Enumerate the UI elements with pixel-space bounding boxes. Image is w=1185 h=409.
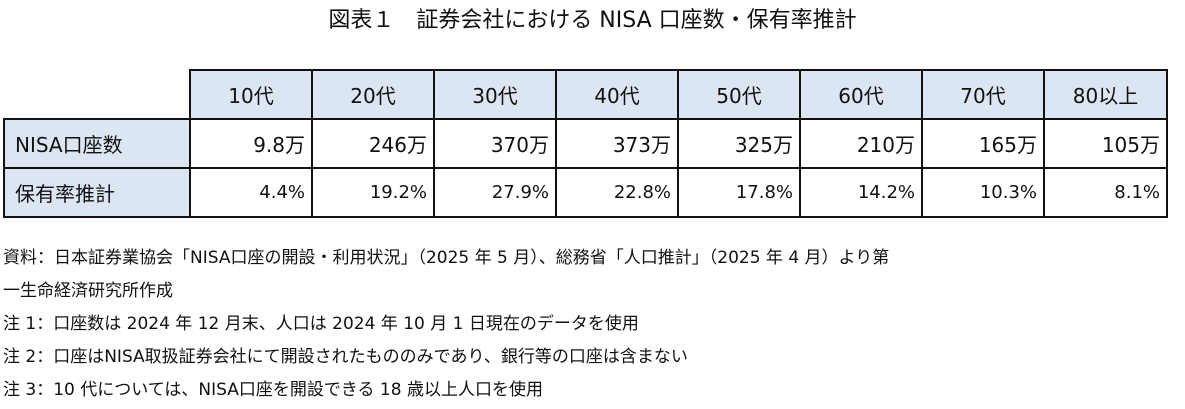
- row-header: NISA口座数: [3, 118, 191, 169]
- row-header: 保有率推計: [3, 167, 191, 218]
- table-cell: 10.3%: [921, 167, 1045, 218]
- table-cell: 9.8万: [189, 118, 313, 169]
- table-cell: 4.4%: [189, 167, 313, 218]
- column-header: 70代: [921, 69, 1045, 120]
- table-cell: 105万: [1043, 118, 1168, 169]
- table-cell: 370万: [433, 118, 557, 169]
- table-cell: 22.8%: [555, 167, 679, 218]
- table-cell: 165万: [921, 118, 1045, 169]
- footnote-2: 注 2：口座はNISA取扱証券会社にて開設されたもののみであり、銀行等の口座は含…: [3, 347, 688, 367]
- table-cell: 325万: [677, 118, 801, 169]
- table-cell: 246万: [311, 118, 435, 169]
- table-row-accounts: NISA口座数 9.8万 246万 370万 373万 325万 210万 16…: [3, 118, 1168, 169]
- column-header: 50代: [677, 69, 801, 120]
- table-row-ownership-rate: 保有率推計 4.4% 19.2% 27.9% 22.8% 17.8% 14.2%…: [3, 167, 1168, 218]
- page-title: 図表１ 証券会社における NISA 口座数・保有率推計: [328, 8, 857, 33]
- table-cell: 210万: [799, 118, 923, 169]
- table-cell: 373万: [555, 118, 679, 169]
- table-corner-cell: [4, 70, 191, 120]
- footnote-3: 注 3：10 代については、NISA口座を開設できる 18 歳以上人口を使用: [3, 380, 543, 400]
- column-header: 40代: [555, 69, 679, 120]
- source-note: 資料：日本証券業協会「NISA口座の開設・利用状況」（2025 年 5 月）、総…: [3, 248, 890, 268]
- table-cell: 17.8%: [677, 167, 801, 218]
- source-note-continued: 一生命経済研究所作成: [3, 281, 173, 301]
- column-header: 80以上: [1043, 69, 1168, 120]
- column-header: 10代: [189, 69, 313, 120]
- table-cell: 27.9%: [433, 167, 557, 218]
- table-cell: 19.2%: [311, 167, 435, 218]
- table-header-row: 10代 20代 30代 40代 50代 60代 70代 80以上: [4, 69, 1168, 120]
- table-cell: 14.2%: [799, 167, 923, 218]
- table-cell: 8.1%: [1043, 167, 1168, 218]
- notes-section: 資料：日本証券業協会「NISA口座の開設・利用状況」（2025 年 5 月）、総…: [3, 242, 1181, 407]
- column-header: 30代: [433, 69, 557, 120]
- column-header: 60代: [799, 69, 923, 120]
- nisa-account-table: 10代 20代 30代 40代 50代 60代 70代 80以上 NISA口座数…: [3, 69, 1168, 218]
- footnote-1: 注 1：口座数は 2024 年 12 月末、人口は 2024 年 10 月 1 …: [3, 314, 639, 334]
- column-header: 20代: [311, 69, 435, 120]
